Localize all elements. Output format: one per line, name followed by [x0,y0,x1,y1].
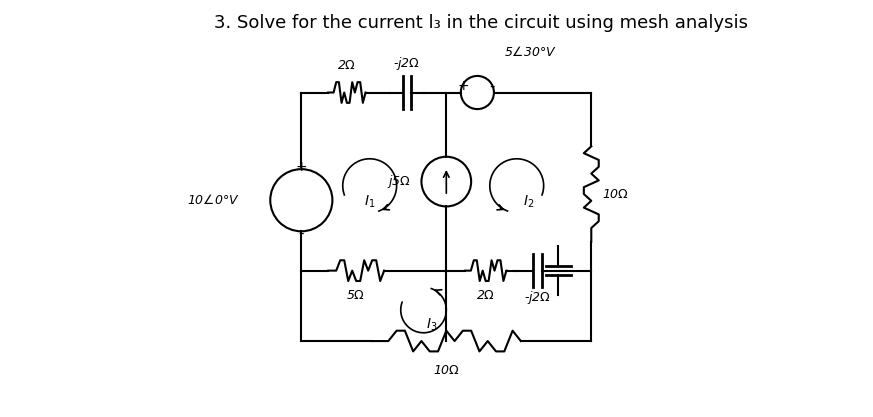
Text: 2$\Omega$: 2$\Omega$ [337,59,356,72]
Text: 2$\Omega$: 2$\Omega$ [476,289,495,302]
Text: I$_1$: I$_1$ [364,194,375,211]
Text: 10$\angle$0°V: 10$\angle$0°V [187,193,239,207]
Text: 10$\Omega$: 10$\Omega$ [433,364,460,377]
Text: -j2$\Omega$: -j2$\Omega$ [394,55,421,72]
Text: 5$\Omega$: 5$\Omega$ [347,289,366,302]
Text: +: + [296,160,307,174]
Text: I$_3$: I$_3$ [426,316,437,333]
Text: -j2$\Omega$: -j2$\Omega$ [524,289,551,306]
Text: -: - [489,79,495,94]
Text: 3. Solve for the current l₃ in the circuit using mesh analysis: 3. Solve for the current l₃ in the circu… [215,14,748,32]
Text: -: - [299,226,304,241]
Text: 5$\angle$30°V: 5$\angle$30°V [505,45,557,59]
Text: +: + [457,79,469,93]
Text: 10$\Omega$: 10$\Omega$ [601,188,629,201]
Text: I$_2$: I$_2$ [523,194,534,211]
Text: j5$\Omega$: j5$\Omega$ [387,173,411,190]
